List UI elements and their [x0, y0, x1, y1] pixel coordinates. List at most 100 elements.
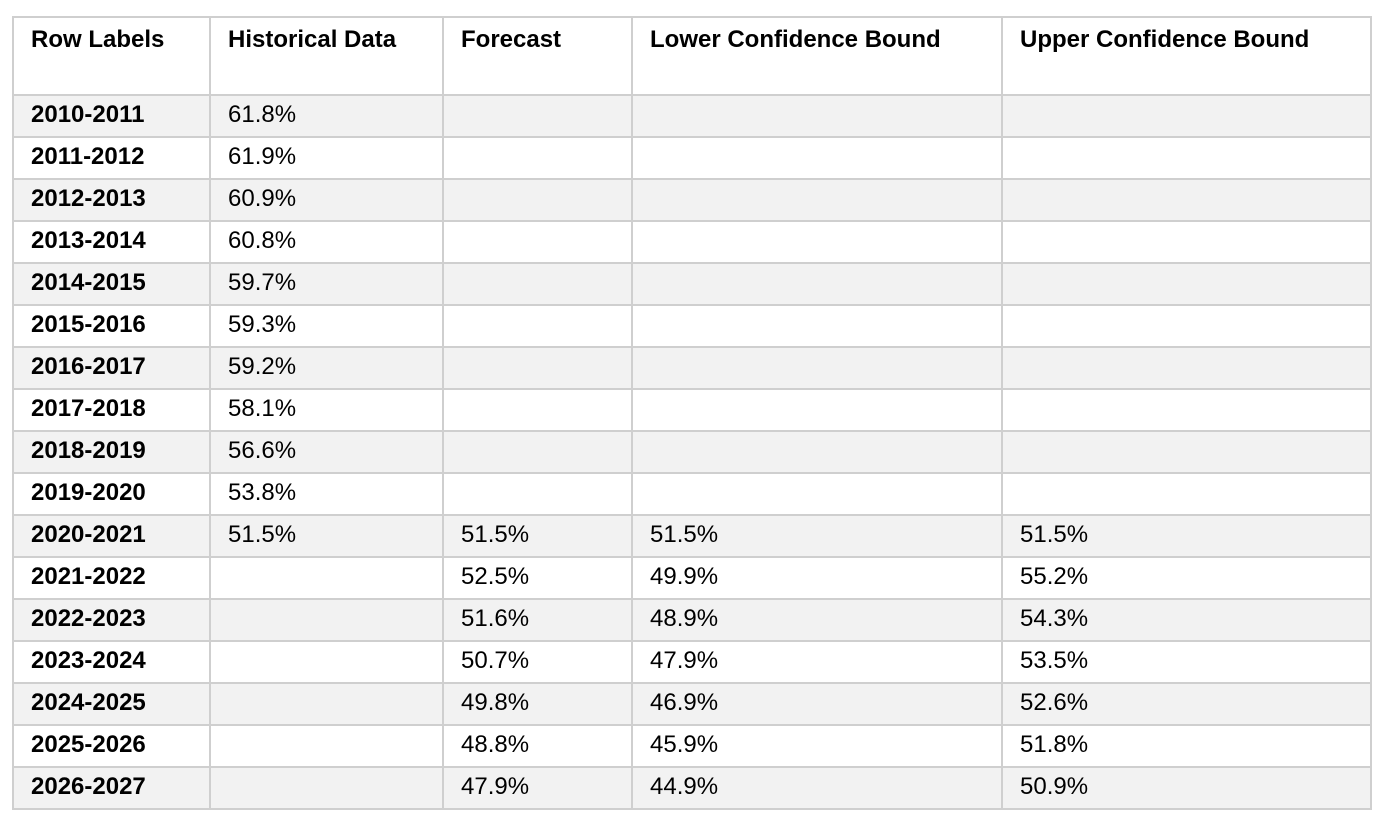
cell-upper-bound[interactable] [1001, 220, 1372, 264]
header-lower-confidence-bound[interactable]: Lower Confidence Bound [631, 16, 1003, 96]
cell-lower-bound[interactable]: 46.9% [631, 682, 1003, 726]
table-row: 2021-2022 52.5% 49.9% 55.2% [12, 556, 1372, 600]
cell-lower-bound[interactable] [631, 220, 1003, 264]
cell-historical-data[interactable]: 60.8% [209, 220, 444, 264]
table-row: 2026-2027 47.9% 44.9% 50.9% [12, 766, 1372, 810]
cell-upper-bound[interactable]: 50.9% [1001, 766, 1372, 810]
cell-historical-data[interactable]: 53.8% [209, 472, 444, 516]
header-row-labels[interactable]: Row Labels [12, 16, 211, 96]
cell-upper-bound[interactable] [1001, 178, 1372, 222]
cell-historical-data[interactable] [209, 598, 444, 642]
cell-forecast[interactable]: 52.5% [442, 556, 633, 600]
cell-forecast[interactable] [442, 178, 633, 222]
cell-historical-data[interactable]: 51.5% [209, 514, 444, 558]
cell-upper-bound[interactable] [1001, 262, 1372, 306]
cell-row-label[interactable]: 2011-2012 [12, 136, 211, 180]
cell-forecast[interactable]: 47.9% [442, 766, 633, 810]
cell-forecast[interactable]: 50.7% [442, 640, 633, 684]
cell-historical-data[interactable] [209, 766, 444, 810]
cell-lower-bound[interactable] [631, 262, 1003, 306]
cell-upper-bound[interactable]: 51.8% [1001, 724, 1372, 768]
cell-forecast[interactable]: 51.5% [442, 514, 633, 558]
cell-forecast[interactable] [442, 346, 633, 390]
cell-upper-bound[interactable] [1001, 94, 1372, 138]
cell-lower-bound[interactable] [631, 388, 1003, 432]
cell-historical-data[interactable] [209, 640, 444, 684]
cell-row-label[interactable]: 2015-2016 [12, 304, 211, 348]
cell-upper-bound[interactable]: 52.6% [1001, 682, 1372, 726]
cell-lower-bound[interactable]: 47.9% [631, 640, 1003, 684]
cell-lower-bound[interactable] [631, 304, 1003, 348]
cell-lower-bound[interactable]: 44.9% [631, 766, 1003, 810]
cell-row-label[interactable]: 2017-2018 [12, 388, 211, 432]
table-body: 2010-2011 61.8% 2011-2012 61.9% 2012-2013 60.… [12, 94, 1372, 810]
cell-historical-data[interactable] [209, 556, 444, 600]
cell-upper-bound[interactable] [1001, 472, 1372, 516]
cell-lower-bound[interactable]: 45.9% [631, 724, 1003, 768]
cell-historical-data[interactable]: 59.2% [209, 346, 444, 390]
cell-forecast[interactable] [442, 220, 633, 264]
cell-row-label[interactable]: 2026-2027 [12, 766, 211, 810]
header-historical-data[interactable]: Historical Data [209, 16, 444, 96]
forecast-pivot-table: Row Labels Historical Data Forecast Lowe… [12, 16, 1372, 810]
table-row: 2015-2016 59.3% [12, 304, 1372, 348]
cell-historical-data[interactable]: 61.9% [209, 136, 444, 180]
cell-row-label[interactable]: 2019-2020 [12, 472, 211, 516]
cell-row-label[interactable]: 2022-2023 [12, 598, 211, 642]
cell-upper-bound[interactable] [1001, 304, 1372, 348]
cell-row-label[interactable]: 2023-2024 [12, 640, 211, 684]
table-row: 2010-2011 61.8% [12, 94, 1372, 138]
cell-upper-bound[interactable]: 54.3% [1001, 598, 1372, 642]
cell-historical-data[interactable]: 56.6% [209, 430, 444, 474]
cell-lower-bound[interactable]: 49.9% [631, 556, 1003, 600]
cell-row-label[interactable]: 2018-2019 [12, 430, 211, 474]
cell-historical-data[interactable] [209, 682, 444, 726]
table-row: 2016-2017 59.2% [12, 346, 1372, 390]
cell-lower-bound[interactable] [631, 178, 1003, 222]
cell-forecast[interactable] [442, 136, 633, 180]
cell-upper-bound[interactable] [1001, 388, 1372, 432]
cell-lower-bound[interactable]: 48.9% [631, 598, 1003, 642]
cell-lower-bound[interactable] [631, 430, 1003, 474]
cell-historical-data[interactable] [209, 724, 444, 768]
table-row: 2018-2019 56.6% [12, 430, 1372, 474]
table-row: 2023-2024 50.7% 47.9% 53.5% [12, 640, 1372, 684]
header-forecast[interactable]: Forecast [442, 16, 633, 96]
cell-row-label[interactable]: 2024-2025 [12, 682, 211, 726]
cell-upper-bound[interactable] [1001, 136, 1372, 180]
cell-forecast[interactable] [442, 94, 633, 138]
cell-row-label[interactable]: 2025-2026 [12, 724, 211, 768]
cell-forecast[interactable]: 49.8% [442, 682, 633, 726]
cell-lower-bound[interactable] [631, 346, 1003, 390]
cell-forecast[interactable] [442, 430, 633, 474]
cell-lower-bound[interactable] [631, 472, 1003, 516]
cell-forecast[interactable] [442, 262, 633, 306]
cell-forecast[interactable]: 51.6% [442, 598, 633, 642]
cell-row-label[interactable]: 2010-2011 [12, 94, 211, 138]
cell-upper-bound[interactable] [1001, 430, 1372, 474]
cell-historical-data[interactable]: 59.3% [209, 304, 444, 348]
cell-historical-data[interactable]: 59.7% [209, 262, 444, 306]
cell-upper-bound[interactable] [1001, 346, 1372, 390]
cell-lower-bound[interactable]: 51.5% [631, 514, 1003, 558]
cell-row-label[interactable]: 2020-2021 [12, 514, 211, 558]
table-row: 2013-2014 60.8% [12, 220, 1372, 264]
header-upper-confidence-bound[interactable]: Upper Confidence Bound [1001, 16, 1372, 96]
cell-row-label[interactable]: 2013-2014 [12, 220, 211, 264]
cell-forecast[interactable]: 48.8% [442, 724, 633, 768]
cell-historical-data[interactable]: 60.9% [209, 178, 444, 222]
cell-row-label[interactable]: 2016-2017 [12, 346, 211, 390]
cell-forecast[interactable] [442, 388, 633, 432]
cell-historical-data[interactable]: 58.1% [209, 388, 444, 432]
cell-historical-data[interactable]: 61.8% [209, 94, 444, 138]
cell-row-label[interactable]: 2021-2022 [12, 556, 211, 600]
cell-forecast[interactable] [442, 304, 633, 348]
cell-row-label[interactable]: 2014-2015 [12, 262, 211, 306]
cell-row-label[interactable]: 2012-2013 [12, 178, 211, 222]
cell-upper-bound[interactable]: 51.5% [1001, 514, 1372, 558]
cell-forecast[interactable] [442, 472, 633, 516]
cell-lower-bound[interactable] [631, 94, 1003, 138]
cell-lower-bound[interactable] [631, 136, 1003, 180]
cell-upper-bound[interactable]: 55.2% [1001, 556, 1372, 600]
cell-upper-bound[interactable]: 53.5% [1001, 640, 1372, 684]
